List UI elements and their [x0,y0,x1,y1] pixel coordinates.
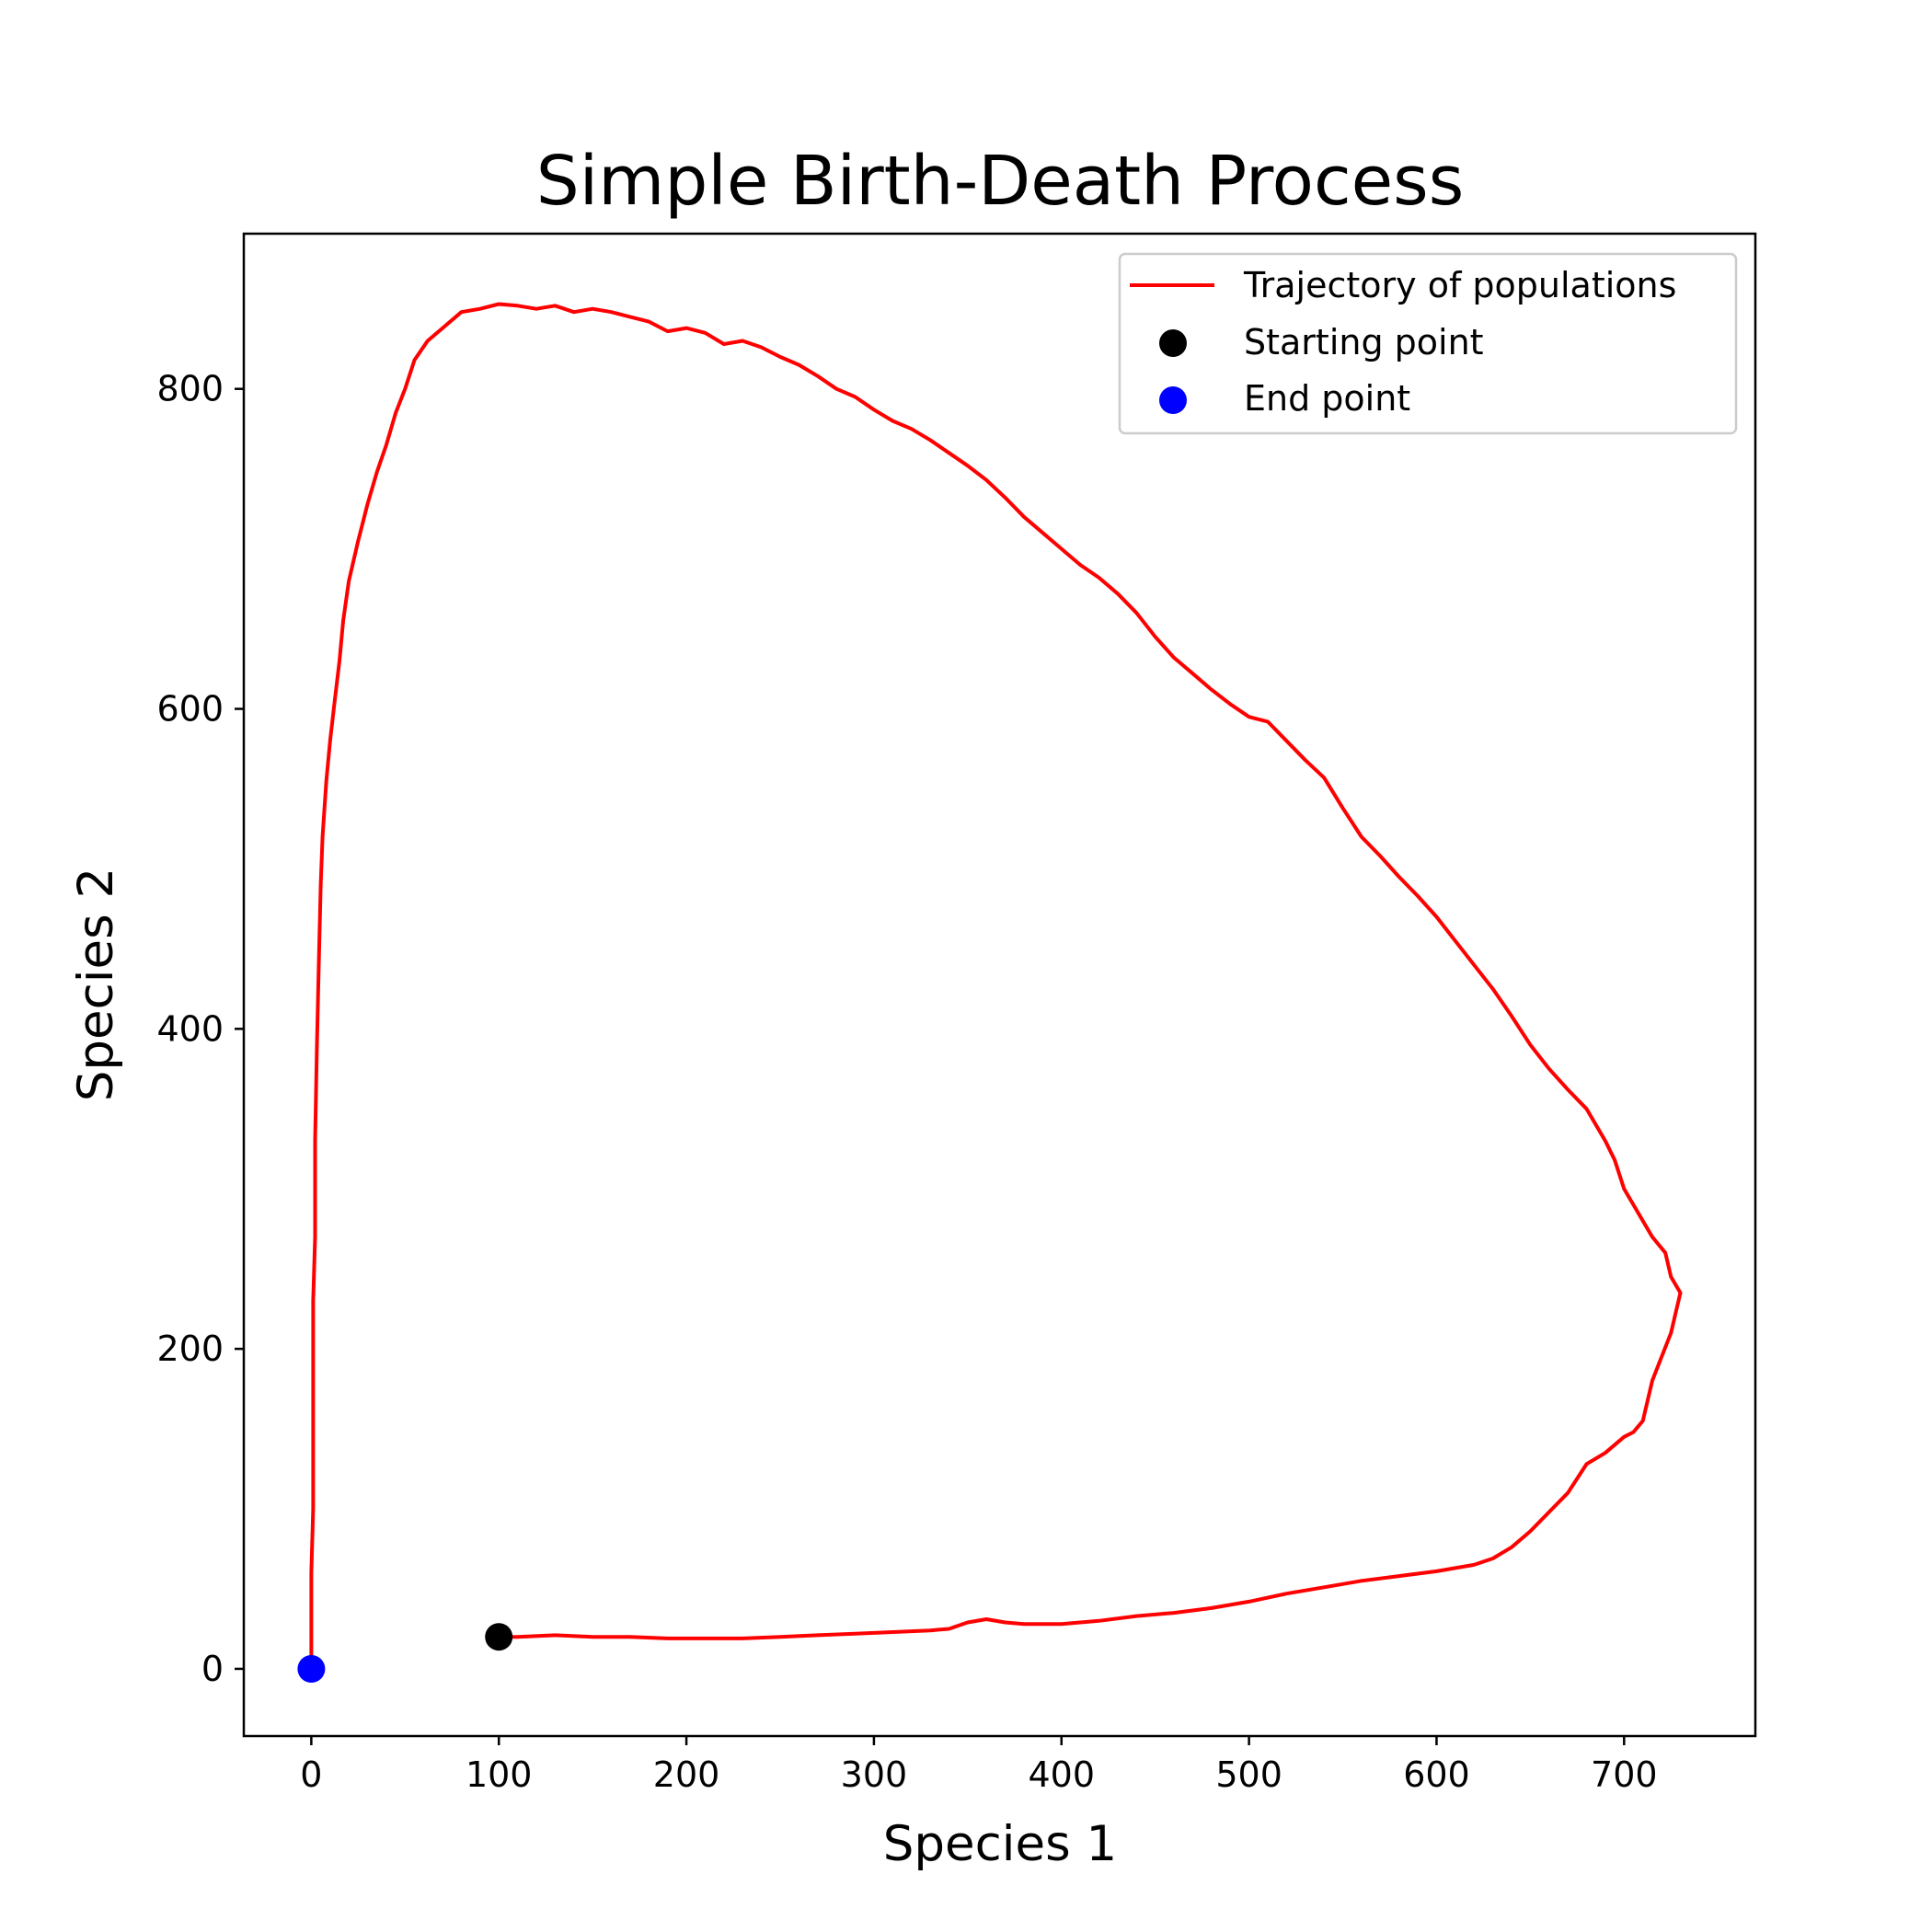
trajectory-line [309,302,1683,1668]
x-tick-label: 700 [1591,1754,1658,1795]
legend-box [1118,252,1738,435]
x-tick-label: 100 [466,1754,533,1795]
x-tick-label: 600 [1403,1754,1470,1795]
legend-label-start: Starting point [1244,322,1484,362]
y-tick-label: 800 [156,369,224,409]
y-axis-label: Species 2 [68,868,124,1102]
legend-start-marker [1159,329,1187,357]
legend-label-end: End point [1244,378,1410,419]
trajectory-layer [309,302,1683,1668]
x-tick-label: 500 [1215,1754,1282,1795]
legend: Trajectory of populations Starting point… [1118,252,1738,435]
plot-frame [242,232,1757,1738]
legend-end-marker [1159,386,1187,414]
x-tick-label: 300 [841,1754,908,1795]
y-tick-label: 0 [201,1649,224,1689]
x-tick-label: 400 [1029,1754,1096,1795]
y-tick-label: 200 [156,1328,224,1369]
x-tick-label: 0 [300,1754,322,1795]
y-tick-label: 600 [156,689,224,730]
x-tick-label: 200 [653,1754,720,1795]
y-tick-label: 400 [156,1008,224,1049]
start-point-marker [485,1623,513,1651]
end-point-marker [297,1655,326,1683]
plot-area [244,234,1755,1736]
x-axis-ticks: 0 100 200 300 400 500 600 700 [300,1736,1658,1795]
y-axis-ticks: 0 200 400 600 800 [156,369,244,1689]
points-layer [297,1623,513,1683]
chart-title: Simple Birth-Death Process [536,142,1465,221]
x-axis-label: Species 1 [883,1816,1118,1872]
legend-label-trajectory: Trajectory of populations [1243,265,1676,305]
